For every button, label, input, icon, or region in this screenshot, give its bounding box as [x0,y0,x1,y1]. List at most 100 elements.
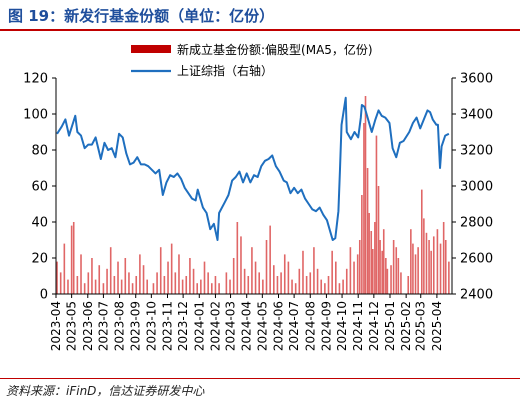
bar [163,276,166,294]
x-tick-label: 2025-04 [430,301,444,351]
bar [349,247,352,294]
bar [251,247,253,294]
bar [87,272,90,294]
bar [414,254,417,294]
bar [135,276,138,294]
bar [80,254,82,294]
bar [59,272,62,294]
bar [192,268,195,294]
bar [214,276,217,294]
bar [218,283,220,294]
bar [417,247,419,294]
bar [240,236,242,294]
bar [56,261,58,294]
index-line [56,96,450,241]
legend-label-line: 上证综指（右轴） [177,63,273,78]
bar [353,261,355,294]
bar [386,268,389,294]
bar [442,222,445,294]
left-tick-label: 120 [23,72,48,87]
bar [280,272,282,294]
x-tick-label: 2024-07 [287,301,301,351]
bar [236,222,239,294]
bar [423,218,425,294]
x-tick-label: 2023-11 [161,301,175,351]
bar [120,279,123,294]
left-tick-label: 80 [31,144,48,159]
x-tick-label: 2024-11 [351,301,365,351]
bar [390,265,392,294]
bar [356,254,359,294]
bar [247,276,250,294]
bar [258,272,261,294]
bar [152,283,155,294]
bar [363,123,365,294]
bar [366,168,369,294]
bar [156,272,158,294]
bar [379,240,381,294]
bar [210,283,213,294]
bar [444,240,447,294]
x-tick-label: 2024-10 [335,301,349,351]
left-tick-label: 0 [40,288,48,303]
bar [106,268,108,294]
bar [142,265,145,294]
x-tick-label: 2023-04 [49,301,63,351]
left-tick-label: 40 [31,216,48,231]
bar [425,232,428,294]
x-tick-label: 2023-09 [129,301,143,351]
bar [98,265,101,294]
x-tick-label: 2024-04 [240,301,254,351]
x-tick-label: 2024-05 [255,301,269,351]
bar [430,250,432,294]
x-tick-label: 2024-08 [303,301,317,351]
bar [117,261,119,294]
bar [63,243,66,294]
bar [374,222,376,294]
x-tick-label: 2024-12 [367,301,381,351]
bar [276,276,279,294]
bar [174,272,177,294]
left-tick-label: 60 [31,180,48,195]
right-tick-label: 2800 [460,216,493,231]
bar [229,279,231,294]
bar [370,231,373,294]
bar [372,249,374,294]
bar [131,283,134,294]
bar [203,261,206,294]
bar-series [56,96,450,294]
bar [232,258,235,294]
bar [407,276,410,294]
bar [320,279,323,294]
bar [196,283,199,294]
bar [410,229,412,294]
legend: 新成立基金份额:偏股型(MA5，亿份) 上证综指（右轴） [131,42,373,78]
bar [381,250,383,294]
x-tick-label: 2025-01 [383,301,397,351]
x-tick-label: 2024-01 [192,301,206,351]
bar [207,272,209,294]
chart-area: 0 20 40 60 80 100 120 2400 2600 2800 3000 3200 3400 3… [0,32,520,377]
bar [170,243,173,294]
bar [269,225,271,294]
x-tick-label: 2023-10 [144,301,158,351]
title-rule [0,29,520,31]
axes: 0 20 40 60 80 100 120 2400 2600 2800 3000 3200 3400 3… [23,72,493,352]
bar [309,272,312,294]
x-tick-label: 2025-03 [414,301,428,351]
bar [287,261,290,294]
right-tick-label: 3000 [460,180,493,195]
bar [185,276,188,294]
bar [397,258,400,294]
bar [375,135,378,294]
legend-label-bars: 新成立基金份额:偏股型(MA5，亿份) [177,42,373,57]
bar [428,240,430,294]
bar [262,279,264,294]
bar [305,276,308,294]
bar [327,276,330,294]
legend-swatch-bars [131,45,171,53]
bar [254,261,257,294]
bar [94,279,97,294]
bar [109,247,112,294]
bar [72,222,75,294]
